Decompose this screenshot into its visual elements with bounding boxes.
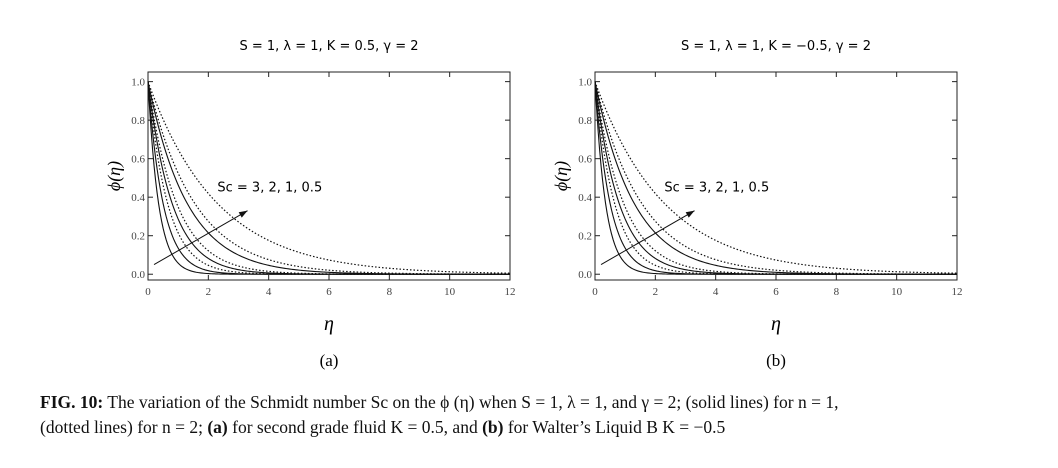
- chart-a-y-tick-label-2: 0.4: [131, 192, 145, 204]
- chart-a-panel-label: (a): [320, 351, 339, 370]
- chart-a-y-tick-label-1: 0.2: [131, 231, 145, 243]
- chart-b-x-tick-label-5: 10: [891, 286, 903, 298]
- chart-a-series-dotted-sc-3: [147, 81, 510, 275]
- chart-b-series-solid-sc-0_5: [594, 81, 957, 275]
- chart-a-title: S = 1, λ = 1, K = 0.5, γ = 2: [239, 39, 418, 54]
- chart-b-y-tick-label-0: 0.0: [578, 269, 592, 281]
- chart-b-panel-label: (b): [766, 351, 786, 370]
- chart-b-plot-frame: [594, 71, 958, 281]
- chart-a-series-solid-sc-0_5: [147, 81, 510, 275]
- chart-b-y-tick-label-4: 0.8: [578, 115, 592, 127]
- caption-fig-label: FIG. 10:: [40, 392, 104, 412]
- caption-a-label: (a): [207, 417, 228, 437]
- caption-a-text: for second grade fluid K = 0.5, and: [227, 417, 483, 437]
- chart-b-x-tick-label-3: 6: [773, 286, 779, 298]
- chart-b-svg: S = 1, λ = 1, K = −0.5, γ = 2 0 2 4 6 8 10 12 0.…: [551, 39, 963, 370]
- chart-a-x-tick-label-3: 6: [326, 286, 332, 298]
- chart-b-y-tick-label-2: 0.4: [578, 192, 592, 204]
- chart-a-series-solid-sc-1: [147, 81, 510, 275]
- chart-panel-a: S = 1, λ = 1, K = 0.5, γ = 2 0 2 4 6 8 10 12 0.0…: [90, 30, 560, 370]
- chart-a-series-solid-sc-2: [147, 81, 510, 275]
- chart-b-x-tick-label-2: 4: [713, 286, 719, 298]
- chart-b-series-solid-sc-2: [594, 81, 957, 275]
- chart-a-y-tick-label-5: 1.0: [131, 77, 145, 89]
- chart-a-annotation-arrowhead: [238, 210, 248, 218]
- chart-b-y-tick-label-1: 0.2: [578, 231, 592, 243]
- figure-caption: FIG. 10: The variation of the Schmidt nu…: [40, 390, 1040, 440]
- chart-b-title: S = 1, λ = 1, K = −0.5, γ = 2: [681, 39, 871, 54]
- chart-a-y-tick-label-0: 0.0: [131, 269, 145, 281]
- chart-a-x-axis-label: η: [324, 313, 334, 335]
- caption-conditions: S = 1, λ = 1, and γ = 2; (solid lines) f…: [521, 392, 839, 412]
- chart-a-svg: S = 1, λ = 1, K = 0.5, γ = 2 0 2 4 6 8 10 12 0.0…: [104, 39, 516, 370]
- chart-a-y-tick-label-3: 0.6: [131, 154, 145, 166]
- caption-b-label: (b): [482, 417, 504, 437]
- chart-b-series-dotted-sc-0_5: [594, 81, 958, 274]
- chart-b-annotation-arrowhead: [685, 210, 695, 218]
- chart-b-x-tick-label-0: 0: [592, 286, 598, 298]
- chart-b-y-axis-label: ϕ(η): [551, 161, 572, 191]
- chart-b-series-solid-sc-3: [594, 81, 957, 275]
- chart-b-x-axis-label: η: [771, 313, 781, 335]
- chart-a-x-tick-label-6: 12: [505, 286, 516, 298]
- caption-line-1: FIG. 10: The variation of the Schmidt nu…: [40, 390, 1040, 415]
- chart-a-series-solid-sc-3: [147, 81, 510, 275]
- caption-part2: (dotted lines) for n = 2;: [40, 417, 208, 437]
- chart-b-annotation-text: Sc = 3, 2, 1, 0.5: [664, 180, 769, 195]
- chart-a-plot-frame: [147, 71, 511, 281]
- chart-a-series-dotted-sc-2: [147, 81, 510, 275]
- chart-b-y-tick-label-5: 1.0: [578, 77, 592, 89]
- chart-a-x-tick-label-2: 4: [266, 286, 272, 298]
- chart-b-series-solid-sc-1: [594, 81, 957, 275]
- chart-b-series-dotted-sc-2: [594, 81, 957, 275]
- caption-line-2: (dotted lines) for n = 2; (a) for second…: [40, 415, 1040, 440]
- chart-a-x-tick-label-4: 8: [387, 286, 393, 298]
- chart-a-x-tick-label-0: 0: [145, 286, 151, 298]
- caption-b-text: for Walter’s Liquid B K = −0.5: [503, 417, 726, 437]
- chart-a-y-axis-label: ϕ(η): [104, 161, 125, 191]
- chart-b-series-dotted-sc-1: [594, 81, 957, 275]
- chart-a-x-tick-label-5: 10: [444, 286, 456, 298]
- chart-a-series-dotted-sc-1: [147, 81, 510, 275]
- chart-b-x-tick-label-1: 2: [653, 286, 659, 298]
- chart-b-series-dotted-sc-3: [594, 81, 957, 275]
- chart-a-x-tick-label-1: 2: [206, 286, 212, 298]
- caption-part1: The variation of the Schmidt number Sc o…: [103, 392, 522, 412]
- chart-a-annotation-arrow: [153, 210, 248, 266]
- chart-b-annotation-arrow: [600, 210, 695, 266]
- chart-a-series-dotted-sc-0_5: [147, 81, 511, 274]
- chart-a-y-tick-label-4: 0.8: [131, 115, 145, 127]
- chart-b-y-tick-label-3: 0.6: [578, 154, 592, 166]
- chart-panel-b: S = 1, λ = 1, K = −0.5, γ = 2 0 2 4 6 8 10 12 0.…: [537, 30, 1007, 370]
- chart-b-x-tick-label-6: 12: [952, 286, 963, 298]
- chart-b-x-tick-label-4: 8: [834, 286, 840, 298]
- chart-a-annotation-text: Sc = 3, 2, 1, 0.5: [217, 180, 322, 195]
